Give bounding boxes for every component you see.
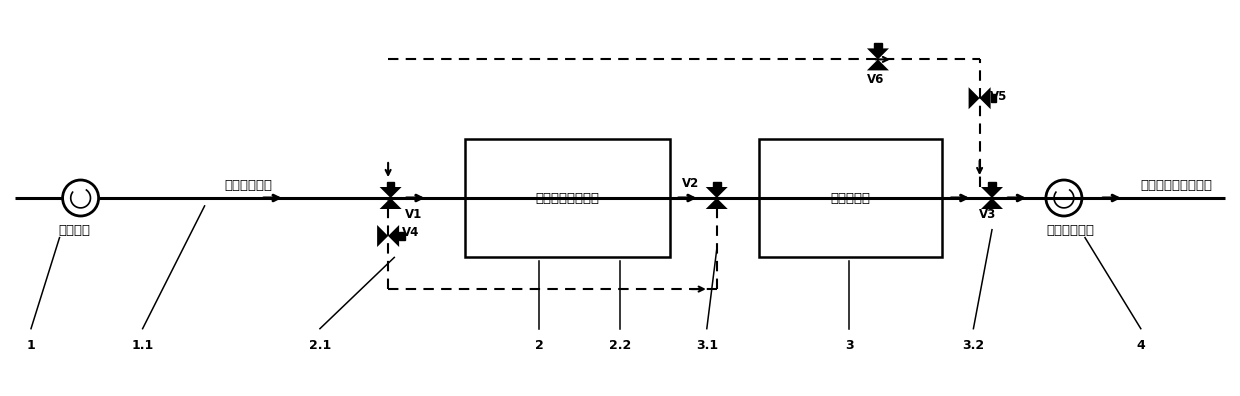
Text: 1: 1 xyxy=(26,339,36,352)
Text: 凝结水升压泵: 凝结水升压泵 xyxy=(1047,224,1094,237)
Text: 1.1: 1.1 xyxy=(131,339,154,352)
Bar xyxy=(988,182,996,187)
Polygon shape xyxy=(379,198,402,209)
Polygon shape xyxy=(867,59,889,70)
Polygon shape xyxy=(379,187,402,198)
Text: 2: 2 xyxy=(534,339,544,352)
Bar xyxy=(991,94,996,102)
Bar xyxy=(465,139,670,257)
Polygon shape xyxy=(706,187,728,198)
Text: V2: V2 xyxy=(682,177,699,190)
Text: 4: 4 xyxy=(1136,339,1146,352)
Bar xyxy=(387,182,394,187)
Text: 2.2: 2.2 xyxy=(609,339,631,352)
Polygon shape xyxy=(981,187,1003,198)
Polygon shape xyxy=(980,87,991,109)
Bar xyxy=(399,232,404,240)
Text: V6: V6 xyxy=(867,73,884,86)
Polygon shape xyxy=(377,225,388,247)
Polygon shape xyxy=(388,225,399,247)
Text: 3.2: 3.2 xyxy=(962,339,985,352)
Text: 凝结水泵: 凝结水泵 xyxy=(58,224,91,237)
Text: 凝结水泵来水: 凝结水泵来水 xyxy=(224,179,272,192)
Text: 3.1: 3.1 xyxy=(696,339,718,352)
Text: 凝结水精处理系统: 凝结水精处理系统 xyxy=(536,192,599,204)
Polygon shape xyxy=(968,87,980,109)
Text: V3: V3 xyxy=(980,208,997,221)
Text: 2.1: 2.1 xyxy=(309,339,331,352)
Text: V5: V5 xyxy=(990,90,1007,103)
Bar xyxy=(874,44,882,48)
Polygon shape xyxy=(706,198,728,209)
Polygon shape xyxy=(867,48,889,59)
Text: 去轴封加热器凝结水: 去轴封加热器凝结水 xyxy=(1141,179,1213,192)
Bar xyxy=(713,182,720,187)
Text: V1: V1 xyxy=(404,208,422,221)
Text: 精密过滤器: 精密过滤器 xyxy=(831,192,870,204)
Polygon shape xyxy=(981,198,1003,209)
Text: 3: 3 xyxy=(846,339,853,352)
Text: V4: V4 xyxy=(402,225,419,238)
Bar xyxy=(759,139,942,257)
